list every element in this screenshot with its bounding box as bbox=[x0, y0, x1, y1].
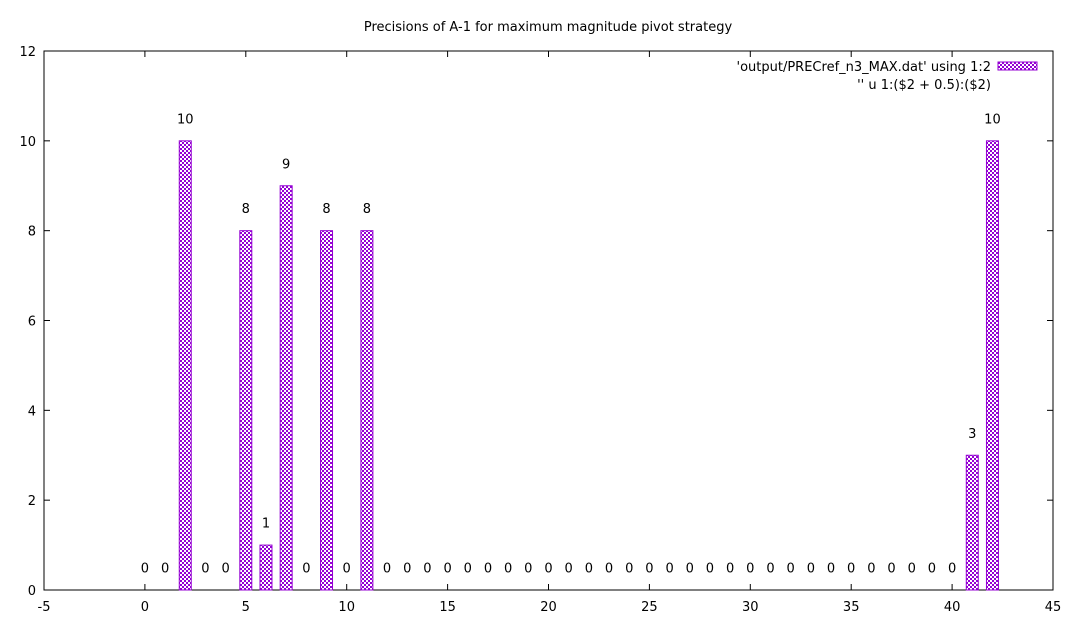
x-tick-label: 20 bbox=[540, 600, 557, 615]
data-label: 0 bbox=[726, 562, 734, 577]
x-tick-label: 30 bbox=[742, 600, 759, 615]
data-label: 0 bbox=[443, 562, 451, 577]
y-tick-label: 2 bbox=[28, 494, 36, 509]
y-tick-label: 0 bbox=[28, 584, 36, 599]
data-label: 0 bbox=[665, 562, 673, 577]
legend-swatch-series-1 bbox=[997, 61, 1038, 71]
data-label: 0 bbox=[302, 562, 310, 577]
x-tick-label: 0 bbox=[141, 600, 149, 615]
data-label: 0 bbox=[746, 562, 754, 577]
chart-title: Precisions of A-1 for maximum magnitude … bbox=[364, 20, 733, 35]
data-label: 0 bbox=[766, 562, 774, 577]
data-label: 0 bbox=[403, 562, 411, 577]
data-label: 0 bbox=[524, 562, 532, 577]
data-label: 0 bbox=[201, 562, 209, 577]
data-label: 0 bbox=[847, 562, 855, 577]
legend-label-series-2: '' u 1:($2 + 0.5):($2) bbox=[857, 78, 991, 93]
data-label: 0 bbox=[706, 562, 714, 577]
data-label: 0 bbox=[645, 562, 653, 577]
y-tick-label: 8 bbox=[28, 225, 36, 240]
bar bbox=[320, 230, 334, 591]
data-label: 0 bbox=[686, 562, 694, 577]
data-label: 0 bbox=[867, 562, 875, 577]
data-label: 0 bbox=[928, 562, 936, 577]
data-label: 0 bbox=[887, 562, 895, 577]
data-label: 0 bbox=[948, 562, 956, 577]
bar bbox=[965, 454, 979, 591]
data-label: 0 bbox=[827, 562, 835, 577]
data-label: 0 bbox=[484, 562, 492, 577]
data-label: 0 bbox=[605, 562, 613, 577]
bar bbox=[239, 230, 253, 591]
plot-border bbox=[43, 50, 1054, 591]
bar bbox=[178, 140, 192, 591]
data-label: 0 bbox=[504, 562, 512, 577]
data-label: 0 bbox=[141, 562, 149, 577]
data-label: 10 bbox=[984, 112, 1001, 127]
data-label: 0 bbox=[908, 562, 916, 577]
data-label: 0 bbox=[464, 562, 472, 577]
data-label: 8 bbox=[242, 202, 250, 217]
data-label: 8 bbox=[322, 202, 330, 217]
x-tick-label: 45 bbox=[1045, 600, 1062, 615]
data-label: 0 bbox=[221, 562, 229, 577]
data-label: 0 bbox=[787, 562, 795, 577]
data-label: 0 bbox=[807, 562, 815, 577]
data-label: 8 bbox=[363, 202, 371, 217]
data-label: 10 bbox=[177, 112, 194, 127]
data-label: 0 bbox=[343, 562, 351, 577]
data-label: 0 bbox=[585, 562, 593, 577]
data-label: 3 bbox=[968, 427, 976, 442]
x-tick-label: 35 bbox=[843, 600, 860, 615]
legend: 'output/PRECref_n3_MAX.dat' using 1:2 ''… bbox=[737, 60, 1038, 93]
x-tick-label: 15 bbox=[439, 600, 456, 615]
y-tick-label: 6 bbox=[28, 315, 36, 330]
y-tick-label: 10 bbox=[19, 135, 36, 150]
y-tick-label: 12 bbox=[19, 45, 36, 60]
data-label: 1 bbox=[262, 517, 270, 532]
bar bbox=[985, 140, 999, 591]
legend-label-series-1: 'output/PRECref_n3_MAX.dat' using 1:2 bbox=[737, 60, 991, 75]
x-tick-label: 5 bbox=[242, 600, 250, 615]
data-label: 0 bbox=[161, 562, 169, 577]
bar bbox=[279, 185, 293, 591]
x-tick-label: -5 bbox=[38, 600, 51, 615]
data-label: 0 bbox=[544, 562, 552, 577]
data-label: 0 bbox=[565, 562, 573, 577]
bar bbox=[259, 544, 273, 591]
data-label: 0 bbox=[383, 562, 391, 577]
data-label: 9 bbox=[282, 157, 290, 172]
data-label: 0 bbox=[625, 562, 633, 577]
x-tick-label: 10 bbox=[338, 600, 355, 615]
x-tick-label: 25 bbox=[641, 600, 658, 615]
y-tick-label: 4 bbox=[28, 404, 36, 419]
bar bbox=[360, 230, 374, 591]
x-tick-label: 40 bbox=[944, 600, 961, 615]
data-label: 0 bbox=[423, 562, 431, 577]
